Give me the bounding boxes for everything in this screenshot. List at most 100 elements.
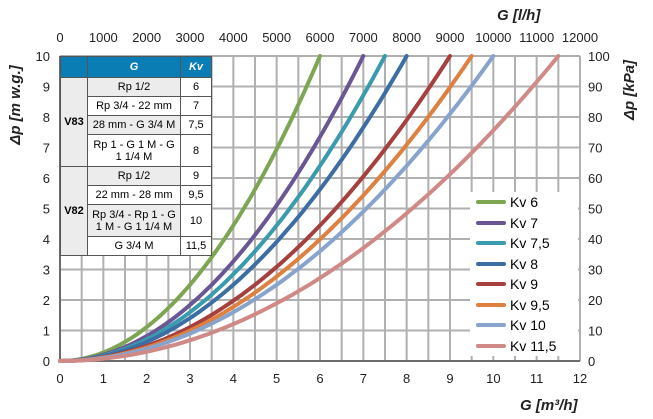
y2-tick-label: 10 <box>588 324 602 339</box>
connection-cell: G 3/4 M <box>87 236 181 256</box>
kv-cell: 11,5 <box>180 236 212 256</box>
x-tick-label: 2 <box>143 371 150 386</box>
connection-cell: Rp 1 - G 1 M - G 1 1/4 M <box>87 134 181 167</box>
x2-tick-label: 9000 <box>436 30 465 45</box>
x-tick-label: 0 <box>56 371 63 386</box>
x-tick-label: 8 <box>403 371 410 386</box>
kv-cell: 7,5 <box>180 115 212 135</box>
connection-cell: Rp 3/4 - 22 mm <box>87 96 181 116</box>
y2-tick-label: 100 <box>588 49 610 64</box>
legend-item: Kv 10 <box>470 315 578 336</box>
connection-cell: Rp 1/2 <box>87 166 181 186</box>
x-tick-label: 1 <box>100 371 107 386</box>
y2-tick-label: 30 <box>588 263 602 278</box>
table-row: V82 Rp 1/2 9 <box>60 166 212 256</box>
table-row: G 3/4 M 11,5 <box>61 236 212 256</box>
group-label: V82 <box>60 166 88 256</box>
table-row: 28 mm - G 3/4 M 7,5 <box>61 115 212 135</box>
x-tick-label: 9 <box>446 371 453 386</box>
kv-cell: 8 <box>180 134 212 167</box>
legend-swatch <box>476 220 506 225</box>
connection-cell: Rp 1/2 <box>87 77 181 97</box>
legend-swatch <box>476 302 506 307</box>
y2-tick-label: 20 <box>588 293 602 308</box>
x-tick-label: 4 <box>230 371 237 386</box>
legend-label: Kv 7 <box>510 214 539 231</box>
y-tick-label: 0 <box>43 354 50 369</box>
connection-cell: Rp 3/4 - Rp 1 - G 1 M - G 1 1/4 M <box>87 204 181 237</box>
y-tick-label: 10 <box>36 49 50 64</box>
legend-label: Kv 10 <box>510 317 546 334</box>
header-kv: Kv <box>180 56 212 78</box>
curve-kv-10 <box>58 54 496 363</box>
legend-label: Kv 9,5 <box>510 296 550 313</box>
legend-item: Kv 7,5 <box>470 233 578 254</box>
x2-tick-label: 11000 <box>519 30 554 45</box>
curve-kv-11-5 <box>58 54 561 363</box>
y2-tick-label: 80 <box>588 110 602 125</box>
kv-cell: 6 <box>180 77 212 97</box>
x-tick-label: 10 <box>486 371 500 386</box>
x-tick-label: 6 <box>316 371 323 386</box>
legend-item: Kv 8 <box>470 254 578 275</box>
x2-tick-label: 7000 <box>349 30 378 45</box>
x-axis-title: G [m³/h] <box>520 397 578 414</box>
x2-tick-label: 3000 <box>176 30 205 45</box>
y-tick-label: 2 <box>43 293 50 308</box>
legend-label: Kv 9 <box>510 276 539 293</box>
y2-axis-title: Δp [kPa] <box>621 59 638 121</box>
curve-kv-6 <box>58 54 322 363</box>
legend-item: Kv 7 <box>470 213 578 234</box>
x2-tick-label: 10000 <box>475 30 511 45</box>
y2-tick-label: 0 <box>588 354 595 369</box>
legend-swatch <box>476 343 506 348</box>
legend-item: Kv 9,5 <box>470 295 578 316</box>
x2-tick-label: 2000 <box>132 30 161 45</box>
y-tick-label: 8 <box>43 110 50 125</box>
legend-item: Kv 6 <box>470 192 578 213</box>
x-tick-label: 7 <box>360 371 367 386</box>
valve-kv-table: G Kv V83 Rp 1/2 6 Rp 3/4 - 22 mm 7 28 mm - G 3/… <box>60 56 212 256</box>
y-tick-label: 1 <box>43 324 50 339</box>
kv-cell: 9 <box>180 166 212 186</box>
legend-label: Kv 8 <box>510 255 539 272</box>
y2-tick-label: 50 <box>588 202 602 217</box>
header-g: G <box>87 56 181 78</box>
x-tick-label: 5 <box>273 371 280 386</box>
y2-tick-label: 40 <box>588 232 602 247</box>
table-header: G Kv <box>60 56 212 78</box>
legend-item: Kv 11,5 <box>470 336 578 357</box>
y-tick-label: 7 <box>43 141 50 156</box>
x2-tick-label: 12000 <box>562 30 598 45</box>
x2-tick-label: 1000 <box>89 30 118 45</box>
legend-swatch <box>476 323 506 328</box>
legend: Kv 6 Kv 7 Kv 7,5 Kv 8 Kv 9 Kv 9,5 Kv 10 Kv 11,5 <box>470 192 578 356</box>
group-label: V83 <box>60 77 88 167</box>
legend-label: Kv 11,5 <box>510 337 557 354</box>
x2-tick-label: 6000 <box>306 30 335 45</box>
x2-tick-label: 8000 <box>392 30 421 45</box>
x2-tick-label: 0 <box>56 30 63 45</box>
x2-tick-label: 4000 <box>219 30 248 45</box>
legend-swatch <box>476 241 506 246</box>
y2-tick-label: 70 <box>588 141 602 156</box>
y2-tick-label: 90 <box>588 80 602 95</box>
kv-cell: 9,5 <box>180 185 212 205</box>
x2-axis-title: G [l/h] <box>497 7 541 24</box>
legend-item: Kv 9 <box>470 274 578 295</box>
y2-tick-label: 60 <box>588 171 602 186</box>
table-row: 22 mm - 28 mm 9,5 <box>61 185 212 205</box>
y-axis-title: Δp [m w.g.] <box>7 64 24 146</box>
connection-cell: 22 mm - 28 mm <box>87 185 181 205</box>
y-tick-label: 9 <box>43 80 50 95</box>
x-tick-label: 11 <box>530 371 544 386</box>
y-tick-label: 4 <box>43 232 50 247</box>
legend-swatch <box>476 200 506 205</box>
header-empty <box>60 56 88 78</box>
kv-cell: 7 <box>180 96 212 116</box>
x2-tick-label: 5000 <box>262 30 291 45</box>
y-tick-label: 6 <box>43 171 50 186</box>
legend-swatch <box>476 282 506 287</box>
x-tick-label: 3 <box>186 371 193 386</box>
connection-cell: 28 mm - G 3/4 M <box>87 115 181 135</box>
